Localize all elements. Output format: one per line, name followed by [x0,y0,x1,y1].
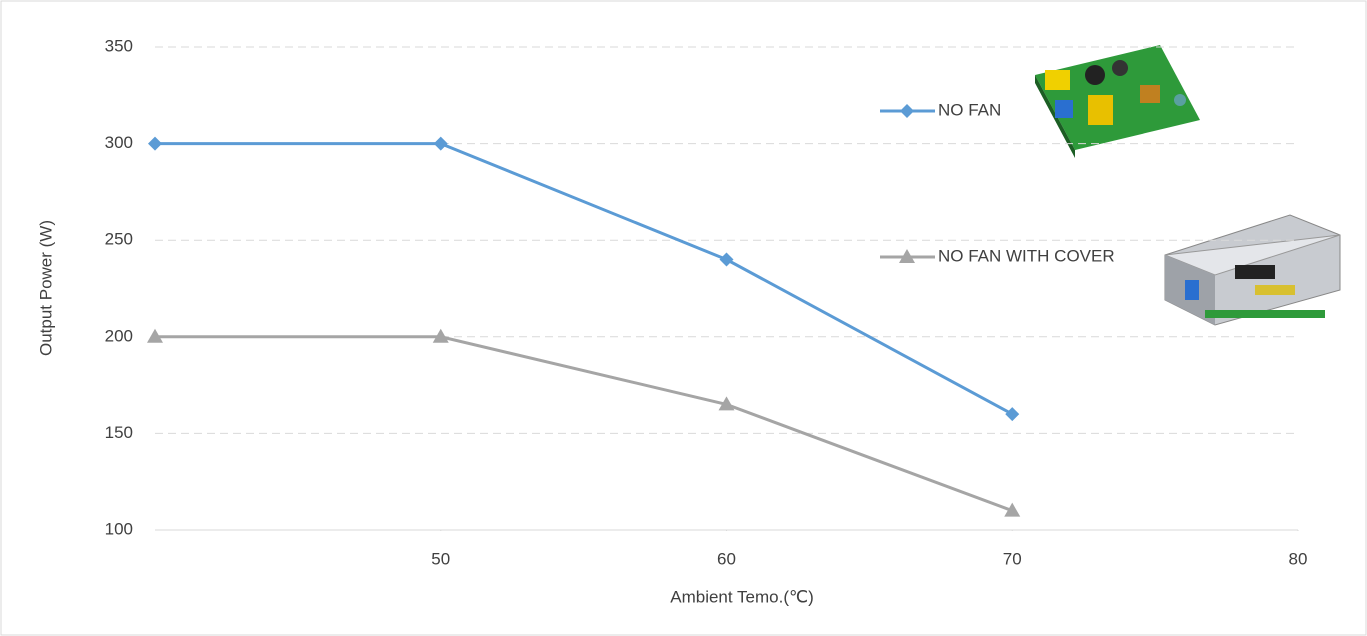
legend-label: NO FAN WITH COVER [938,246,1115,265]
chart: Ambient Temo.(℃) Output Power (W) 100 150… [0,0,1367,636]
y-axis-label: Output Power (W) [36,220,55,356]
y-tick-label: 300 [105,133,133,152]
x-tick-label: 70 [1003,549,1022,568]
y-tick-label: 100 [105,519,133,538]
y-tick-label: 350 [105,36,133,55]
x-tick-label: 80 [1289,549,1308,568]
y-tick-label: 200 [105,326,133,345]
y-tick-label: 250 [105,230,133,249]
x-tick-label: 50 [431,549,450,568]
legend-label: NO FAN [938,100,1001,119]
x-tick-label: 60 [717,549,736,568]
y-tick-label: 150 [105,423,133,442]
x-axis-label: Ambient Temo.(℃) [670,587,814,606]
